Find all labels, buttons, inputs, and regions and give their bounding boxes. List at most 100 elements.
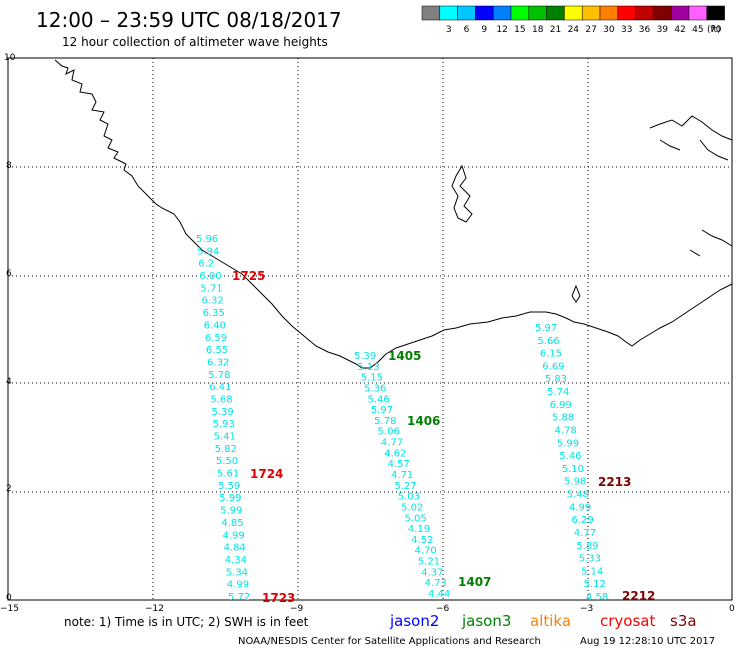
- y-tick-label: 2: [6, 484, 12, 494]
- colorbar-swatch: [706, 5, 725, 21]
- colorbar-swatch: [510, 5, 530, 21]
- wave-height-value: 4.44: [428, 589, 450, 600]
- time-label: 2212: [622, 589, 655, 603]
- wave-height-value: 5.50: [216, 456, 238, 467]
- x-tick-label: −12: [145, 604, 164, 614]
- colorbar-swatch: [421, 5, 441, 21]
- colorbar-unit: (ft): [707, 25, 721, 35]
- wave-height-value: 5.46: [367, 394, 389, 405]
- wave-height-value: 5.93: [213, 419, 235, 430]
- track-values: 5.965.946.26.005.716.326.356.406.596.556…: [196, 234, 608, 603]
- wave-height-value: 4.34: [225, 555, 247, 566]
- colorbar-swatch: [653, 5, 672, 21]
- footer-note: note: 1) Time is in UTC; 2) SWH is in fe…: [64, 615, 309, 629]
- legend-altika: altika: [530, 612, 571, 630]
- colorbar-label: 42: [674, 25, 685, 35]
- wave-height-value: 5.99: [557, 438, 579, 449]
- wave-height-value: 5.71: [200, 283, 222, 294]
- wave-height-value: 5.99: [219, 493, 241, 504]
- colorbar-swatch: [635, 5, 654, 21]
- colorbar-swatch: [688, 5, 708, 21]
- colorbar-swatch: [546, 5, 565, 21]
- wave-height-value: 4.73: [425, 578, 447, 589]
- wave-height-value: 5.10: [562, 464, 584, 475]
- coastline-island: [571, 284, 581, 303]
- x-tick-label: −9: [290, 604, 304, 614]
- wave-height-value: 5.39: [354, 351, 376, 362]
- wave-height-value: 5.78: [374, 416, 396, 427]
- wave-height-value: 5.59: [218, 481, 240, 492]
- wave-height-value: 4.52: [411, 535, 433, 546]
- colorbar-swatch: [439, 5, 458, 21]
- wave-height-value: 5.97: [371, 405, 393, 416]
- y-tick-label: 4: [6, 377, 12, 387]
- colorbar-label: 39: [657, 25, 669, 35]
- wave-height-value: 5.89: [576, 541, 598, 552]
- colorbar-label: 18: [532, 25, 544, 35]
- x-tick-label: −6: [436, 604, 450, 614]
- wave-height-value: 5.72: [228, 592, 250, 603]
- wave-height-value: 5.66: [537, 336, 559, 347]
- colorbar-label: 30: [603, 25, 615, 35]
- wave-height-value: 5.14: [581, 566, 603, 577]
- colorbar-label: 33: [621, 25, 632, 35]
- wave-height-value: 5.36: [364, 383, 386, 394]
- wave-height-value: 5.33: [579, 554, 601, 565]
- y-tick-label: 6: [6, 269, 12, 279]
- wave-height-value: 5.68: [210, 394, 232, 405]
- wave-height-value: 4.37: [421, 567, 443, 578]
- coastline-main: [54, 59, 733, 369]
- colorbar-swatch: [564, 5, 583, 21]
- wave-height-value: 4.58: [586, 592, 608, 603]
- wave-height-value: 4.62: [384, 448, 406, 459]
- time-label: 1725: [232, 269, 265, 283]
- wave-height-value: 5.12: [584, 579, 606, 590]
- wave-height-value: 6.32: [202, 296, 224, 307]
- wave-height-value: 5.41: [214, 432, 236, 443]
- time-label: 1407: [458, 575, 491, 589]
- wave-height-value: 5.46: [559, 451, 581, 462]
- legend-jason3: jason3: [461, 612, 511, 630]
- wave-height-value: 6.35: [203, 308, 225, 319]
- colorbar-label: 9: [481, 25, 487, 35]
- wave-height-value: 6.41: [209, 382, 231, 393]
- wave-height-value: 5.02: [401, 502, 423, 513]
- colorbar-label: 21: [550, 25, 561, 35]
- wave-height-value: 5.61: [217, 469, 239, 480]
- colorbar-label: 36: [639, 25, 651, 35]
- wave-height-value: 4.19: [408, 524, 430, 535]
- coastline: [54, 59, 733, 369]
- wave-height-value: 5.82: [215, 444, 237, 455]
- wave-height-value: 6.2: [198, 259, 214, 270]
- colorbar-swatch: [581, 5, 601, 21]
- coastline-island: [451, 164, 473, 223]
- satellite-legend: jason2 jason3 altika cryosat s3a: [389, 612, 697, 630]
- footer-credit: NOAA/NESDIS Center for Satellite Applica…: [238, 636, 541, 647]
- colorbar-label: 24: [568, 25, 580, 35]
- wave-height-value: 6.32: [207, 357, 229, 368]
- colorbar-swatch: [617, 5, 636, 21]
- graticule: [8, 58, 732, 600]
- wave-height-value: 6.00: [199, 271, 221, 282]
- wave-height-value: 6.29: [571, 515, 593, 526]
- time-label: 1724: [250, 467, 283, 481]
- colorbar-label: 3: [446, 25, 452, 35]
- wave-height-value: 4.85: [221, 518, 243, 529]
- wave-height-value: 4.77: [574, 528, 596, 539]
- wave-height-value: 5.27: [394, 481, 416, 492]
- time-label: 1723: [262, 591, 295, 605]
- wave-height-value: 5.83: [545, 374, 567, 385]
- wave-height-value: 6.40: [204, 320, 226, 331]
- colorbar-legend: 3 6 9 12 15 18 21 24 27 30 33 36 39 42 45 70: [421, 5, 725, 35]
- wave-height-value: 6.99: [550, 400, 572, 411]
- colorbar-label: 27: [585, 25, 596, 35]
- wave-height-value: 5.78: [208, 370, 230, 381]
- colorbar-swatch: [457, 5, 476, 21]
- wave-height-value: 5.03: [398, 492, 420, 503]
- x-tick-label: −3: [580, 604, 593, 614]
- wave-height-value: 5.97: [535, 323, 557, 334]
- wave-height-value: 5.13: [357, 362, 379, 373]
- wave-height-value: 5.39: [211, 407, 233, 418]
- wave-height-value: 5.88: [552, 413, 574, 424]
